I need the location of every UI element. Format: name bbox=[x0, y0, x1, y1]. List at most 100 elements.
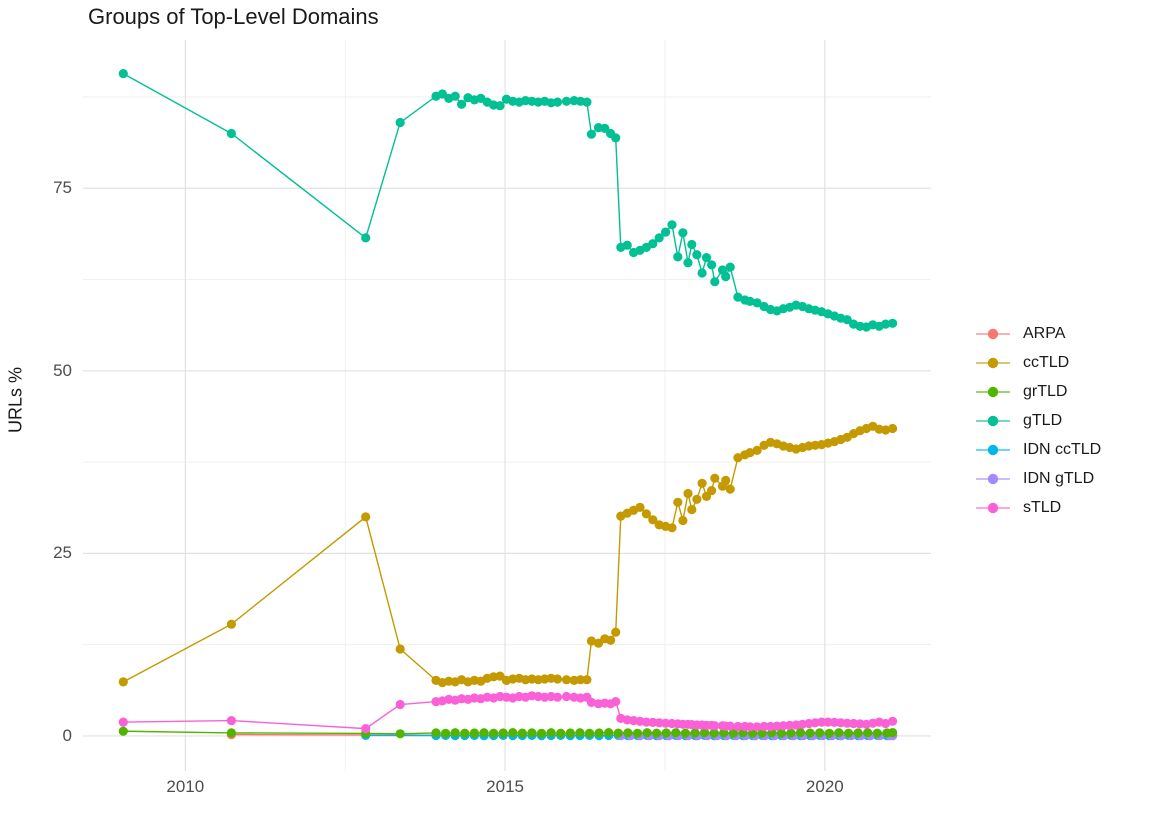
data-point bbox=[733, 721, 743, 732]
data-point bbox=[725, 484, 735, 494]
legend-item-idn-cctld: IDN ccTLD bbox=[976, 435, 1101, 464]
data-point bbox=[725, 262, 735, 272]
data-point bbox=[561, 691, 572, 702]
data-point bbox=[697, 478, 707, 488]
data-point bbox=[710, 721, 720, 731]
data-point bbox=[460, 728, 470, 738]
data-point bbox=[586, 636, 597, 646]
data-point bbox=[745, 722, 755, 732]
data-point bbox=[652, 728, 662, 738]
data-point bbox=[817, 717, 827, 727]
legend-label: IDN ccTLD bbox=[1023, 440, 1102, 458]
data-point bbox=[815, 728, 825, 738]
data-point bbox=[648, 239, 658, 249]
data-point bbox=[745, 448, 755, 458]
data-point bbox=[707, 486, 717, 496]
data-point bbox=[586, 697, 597, 708]
data-point bbox=[118, 677, 128, 687]
data-point bbox=[450, 91, 460, 101]
data-point bbox=[642, 728, 652, 738]
y-tick-label: 25 bbox=[53, 543, 72, 563]
data-point bbox=[552, 692, 563, 702]
data-point bbox=[441, 728, 451, 738]
legend-item-arpa: ARPA bbox=[976, 319, 1101, 348]
legend-key-icon bbox=[976, 357, 1010, 368]
data-point bbox=[226, 128, 236, 139]
data-point bbox=[552, 674, 563, 684]
legend: ARPA ccTLD grTLD gTLD IDN ccTLD IDN gTLD sTLD bbox=[976, 319, 1101, 522]
data-point bbox=[888, 423, 898, 434]
data-point bbox=[661, 227, 671, 237]
data-point bbox=[118, 717, 128, 727]
data-point bbox=[395, 117, 405, 128]
data-point bbox=[604, 728, 614, 738]
legend-key-icon bbox=[976, 415, 1010, 426]
data-point bbox=[517, 728, 527, 738]
data-point bbox=[508, 728, 518, 738]
data-point bbox=[648, 515, 658, 525]
data-point bbox=[469, 728, 479, 738]
data-point bbox=[745, 296, 755, 306]
data-point bbox=[721, 475, 731, 485]
data-point bbox=[575, 675, 586, 685]
series-points-gTLD bbox=[118, 69, 898, 332]
data-point bbox=[556, 728, 566, 738]
data-point bbox=[622, 240, 632, 250]
data-point bbox=[395, 644, 405, 654]
data-point bbox=[888, 728, 898, 738]
legend-label: gTLD bbox=[1023, 411, 1063, 429]
data-point bbox=[623, 728, 633, 738]
data-point bbox=[479, 728, 489, 738]
data-point bbox=[565, 728, 575, 738]
data-point bbox=[361, 233, 371, 243]
data-point bbox=[733, 292, 743, 302]
data-point bbox=[582, 97, 592, 107]
data-point bbox=[687, 505, 697, 515]
legend-label: ARPA bbox=[1023, 324, 1066, 342]
series-points-ccTLD bbox=[118, 421, 898, 688]
data-point bbox=[834, 728, 844, 738]
data-point bbox=[752, 722, 762, 732]
series-points-sTLD bbox=[118, 691, 898, 734]
x-tick-label: 2010 bbox=[166, 777, 205, 796]
legend-key-icon bbox=[976, 386, 1010, 397]
data-point bbox=[226, 716, 236, 726]
legend-key-icon bbox=[976, 444, 1010, 455]
legend-item-grtld: grTLD bbox=[976, 377, 1101, 406]
data-point bbox=[606, 635, 616, 645]
data-point bbox=[552, 97, 563, 107]
series-line-ccTLD bbox=[122, 425, 893, 684]
data-point bbox=[842, 315, 852, 325]
data-point bbox=[575, 728, 585, 738]
data-point bbox=[489, 728, 499, 738]
data-point bbox=[683, 488, 693, 499]
data-point bbox=[752, 298, 762, 308]
data-point bbox=[805, 728, 815, 738]
data-point bbox=[888, 318, 898, 328]
data-point bbox=[680, 728, 691, 738]
data-point bbox=[527, 728, 537, 738]
data-point bbox=[710, 277, 720, 287]
data-point bbox=[437, 89, 447, 99]
data-point bbox=[226, 619, 236, 629]
data-point bbox=[586, 129, 597, 139]
data-point bbox=[561, 96, 572, 106]
data-point bbox=[700, 728, 710, 738]
data-point bbox=[697, 268, 707, 278]
data-point bbox=[692, 494, 702, 504]
data-point bbox=[118, 69, 128, 79]
series-points-grTLD bbox=[118, 726, 898, 739]
legend-item-stld: sTLD bbox=[976, 493, 1101, 522]
data-point bbox=[721, 272, 731, 282]
data-point bbox=[536, 728, 547, 738]
data-point bbox=[759, 721, 769, 732]
data-point bbox=[687, 239, 697, 250]
data-point bbox=[594, 728, 604, 738]
data-point bbox=[725, 721, 735, 731]
data-point bbox=[692, 250, 702, 260]
data-point bbox=[395, 729, 405, 739]
legend-item-cctld: ccTLD bbox=[976, 348, 1101, 377]
data-point bbox=[431, 728, 441, 738]
